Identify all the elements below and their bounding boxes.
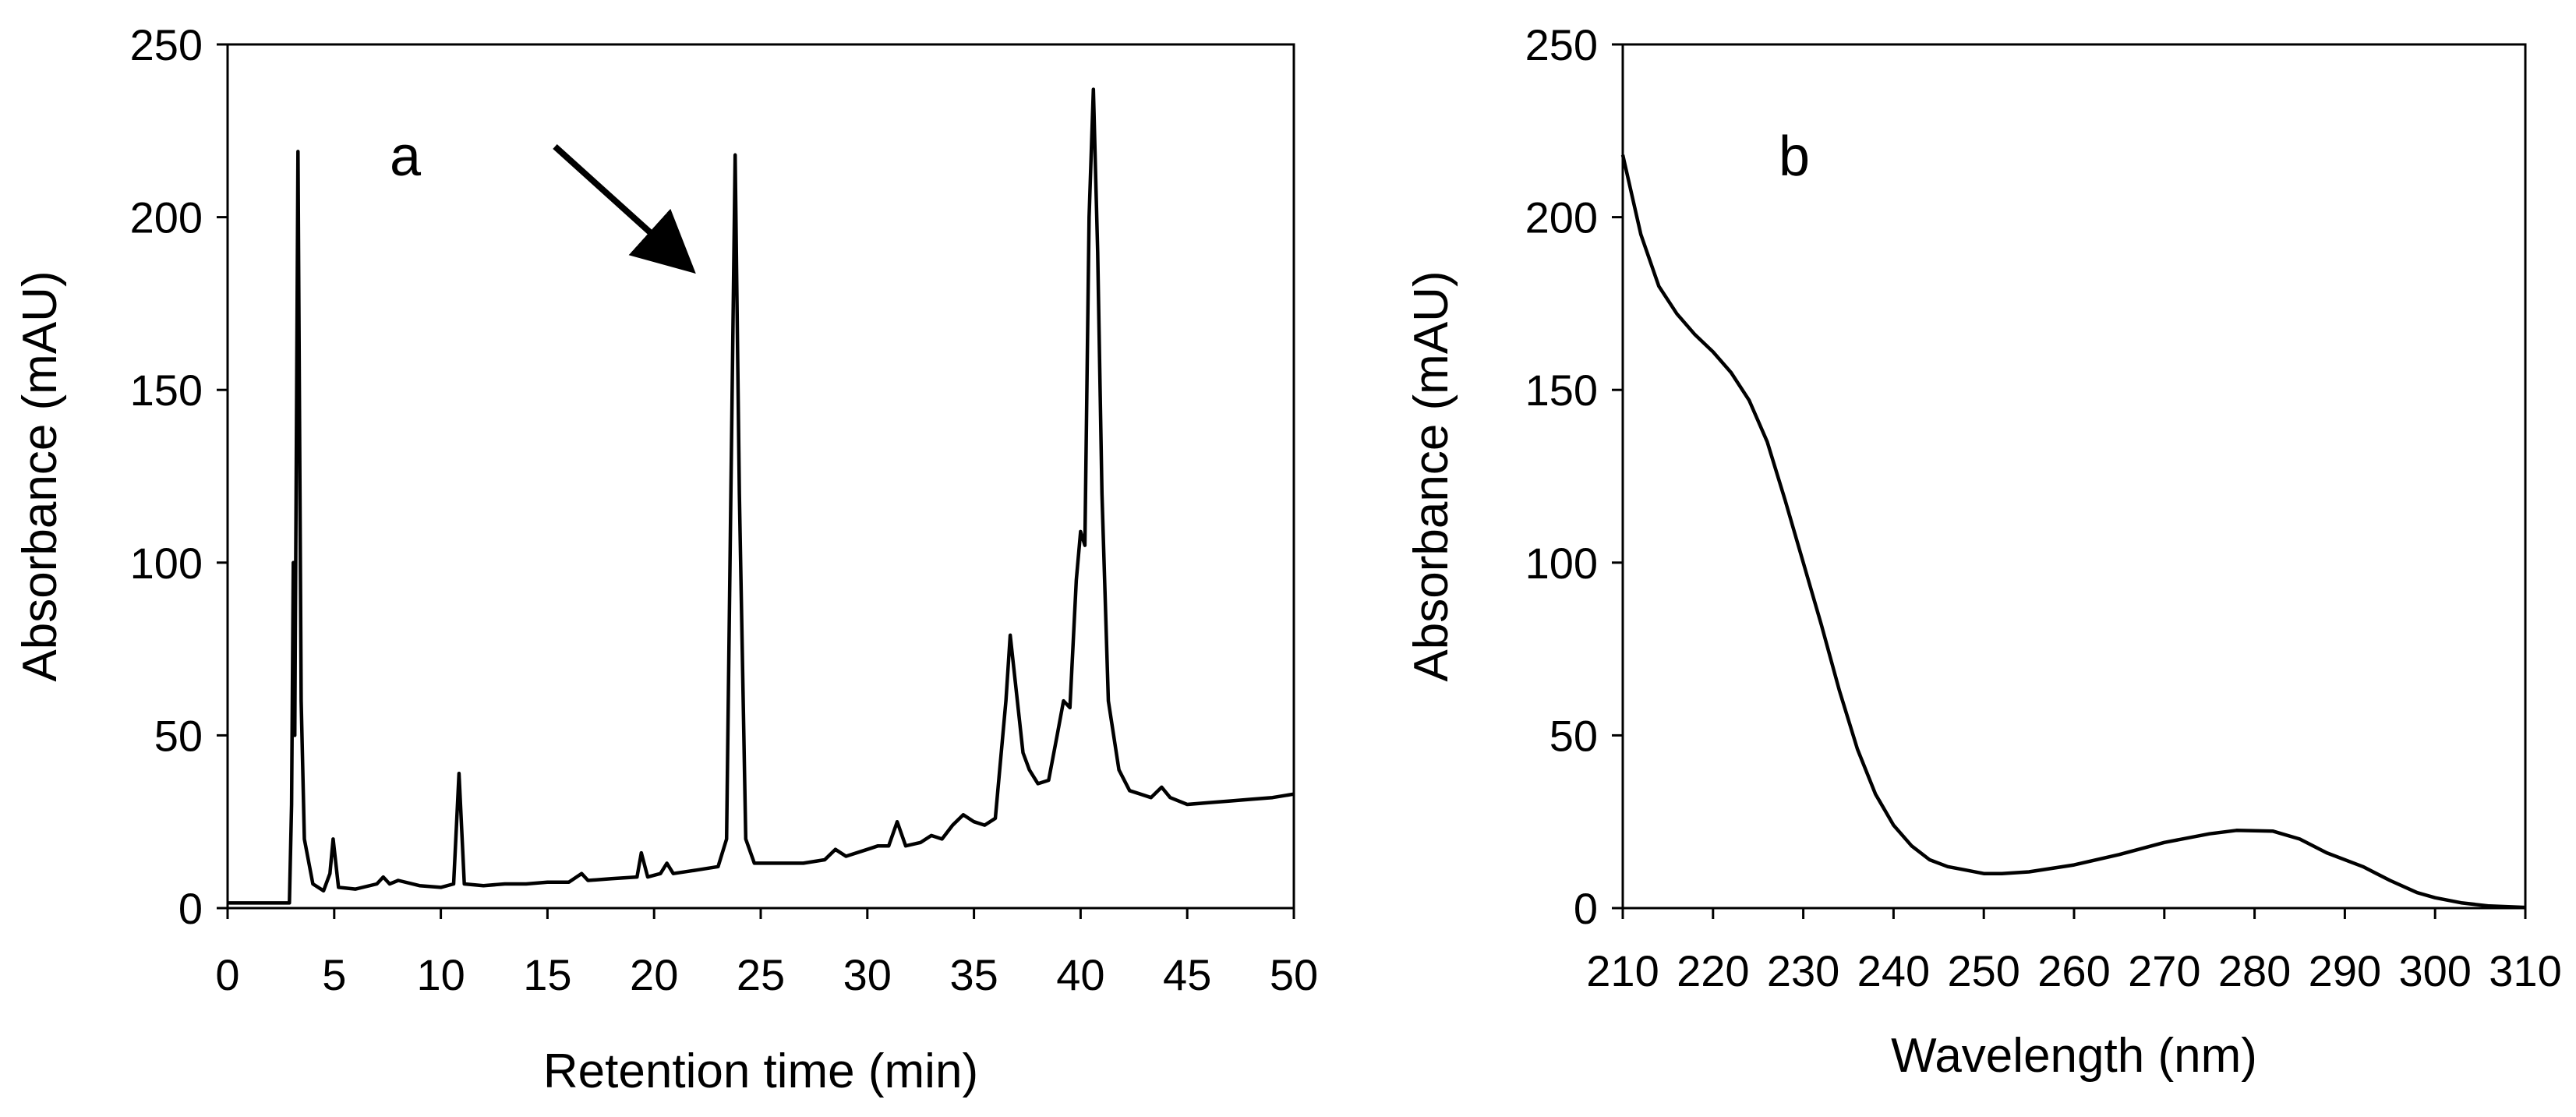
plot-frame-a: [226, 43, 1295, 910]
x-tick-label: 0: [215, 950, 239, 999]
x-ticks-a: 0 5 10 15 20 25 30 35 40 45 50: [215, 908, 1318, 999]
x-tick-label: 25: [737, 950, 785, 999]
y-tick-label: 0: [178, 884, 203, 933]
peak-arrow: [553, 144, 696, 274]
x-tick-label: 270: [2128, 946, 2200, 995]
x-tick-label: 240: [1857, 946, 1930, 995]
x-tick-label: 40: [1056, 950, 1104, 999]
x-tick-label: 5: [322, 950, 346, 999]
y-tick-label: 200: [1525, 193, 1598, 242]
y-tick-label: 50: [154, 711, 203, 760]
x-axis-title-a: Retention time (min): [543, 1045, 978, 1098]
y-tick-label: 100: [130, 539, 203, 588]
x-tick-label: 300: [2398, 946, 2471, 995]
x-tick-label: 250: [1947, 946, 2019, 995]
y-axis-title-a: Absorbance (mAU): [13, 270, 67, 681]
x-axis-title-b: Wavelength (nm): [1891, 1029, 2257, 1083]
x-tick-label: 210: [1586, 946, 1659, 995]
y-tick-label: 250: [130, 20, 203, 69]
x-tick-label: 20: [630, 950, 678, 999]
uv-spectrum-line: [1620, 154, 2526, 910]
plot-frame-b: [1621, 43, 2527, 910]
x-tick-label: 35: [949, 950, 998, 999]
panel-label-b: b: [1779, 125, 1810, 188]
x-tick-label: 310: [2489, 946, 2561, 995]
x-tick-label: 260: [2037, 946, 2110, 995]
y-tick-label: 50: [1549, 711, 1598, 760]
x-tick-label: 230: [1767, 946, 1839, 995]
x-tick-label: 30: [843, 950, 892, 999]
y-tick-label: 150: [1525, 366, 1598, 415]
chart-panel-b: 0 50 100 150 200 250 210 220 230 240 250 260 270 280…: [1405, 20, 2562, 1083]
y-tick-label: 0: [1574, 884, 1598, 933]
chromatogram-line: [228, 87, 1295, 905]
x-ticks-b: 210 220 230 240 250 260 270 280 290 300 310: [1586, 908, 2562, 995]
x-tick-label: 45: [1163, 950, 1211, 999]
y-tick-label: 200: [130, 193, 203, 242]
x-tick-label: 220: [1677, 946, 1749, 995]
x-tick-label: 50: [1270, 950, 1318, 999]
x-tick-label: 15: [523, 950, 571, 999]
y-axis-title-b: Absorbance (mAU): [1405, 270, 1458, 681]
x-tick-label: 290: [2309, 946, 2381, 995]
chart-panel-a: 0 50 100 150 200 250 0 5 10 15 20 25 30 35 40 45 50 a R…: [13, 20, 1318, 1098]
y-ticks-b: 0 50 100 150 200 250: [1525, 20, 1623, 933]
y-ticks-a: 0 50 100 150 200 250: [130, 20, 228, 933]
x-tick-label: 280: [2218, 946, 2291, 995]
y-tick-label: 250: [1525, 20, 1598, 69]
y-tick-label: 150: [130, 366, 203, 415]
y-tick-label: 100: [1525, 539, 1598, 588]
panel-label-a: a: [390, 125, 422, 188]
x-tick-label: 10: [416, 950, 465, 999]
